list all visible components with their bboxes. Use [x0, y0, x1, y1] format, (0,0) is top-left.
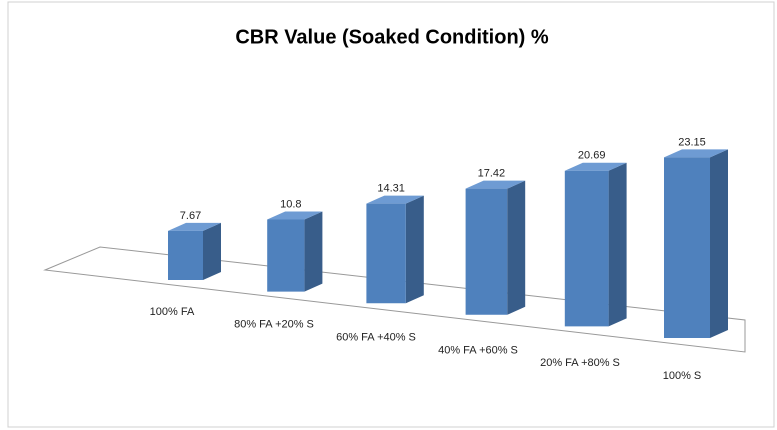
- bar-top: [168, 222, 221, 231]
- bar: [267, 211, 323, 292]
- bar-front: [267, 219, 305, 292]
- bar-side: [405, 195, 424, 304]
- x-tick-label: 40% FA +60% S: [438, 344, 518, 356]
- bar: [564, 162, 627, 327]
- bar-side: [203, 222, 221, 280]
- x-tick-label: 60% FA +40% S: [336, 332, 416, 344]
- bar-side: [710, 149, 728, 338]
- bar-top: [465, 180, 526, 189]
- bar-front: [465, 188, 508, 315]
- bar: [465, 180, 526, 315]
- bar-top: [366, 195, 424, 204]
- bar-side: [608, 162, 627, 327]
- data-label: 14.31: [377, 183, 405, 195]
- bar-side: [304, 211, 323, 292]
- x-tick-label: 80% FA +20% S: [234, 319, 314, 331]
- bar-top: [664, 149, 728, 158]
- bar-front: [664, 157, 710, 338]
- bar-front: [366, 203, 406, 304]
- bar: [168, 222, 221, 280]
- bar-front: [168, 230, 203, 280]
- bar-top: [267, 211, 323, 220]
- data-label: 17.42: [478, 168, 506, 180]
- x-tick-label: 100% FA: [150, 306, 195, 318]
- floor: [43, 246, 746, 353]
- data-label: 20.69: [578, 150, 606, 162]
- bar-top: [564, 162, 627, 171]
- chart-title: CBR Value (Soaked Condition) %: [235, 26, 549, 48]
- bar-side: [507, 180, 526, 315]
- x-tick-label: 20% FA +80% S: [540, 357, 620, 369]
- bar: [366, 195, 424, 304]
- x-tick-label: 100% S: [663, 370, 702, 382]
- data-label: 10.8: [280, 198, 301, 210]
- data-label: 7.67: [180, 210, 201, 222]
- bar: [664, 149, 728, 338]
- data-label: 23.15: [678, 136, 706, 148]
- bar-front: [564, 170, 609, 327]
